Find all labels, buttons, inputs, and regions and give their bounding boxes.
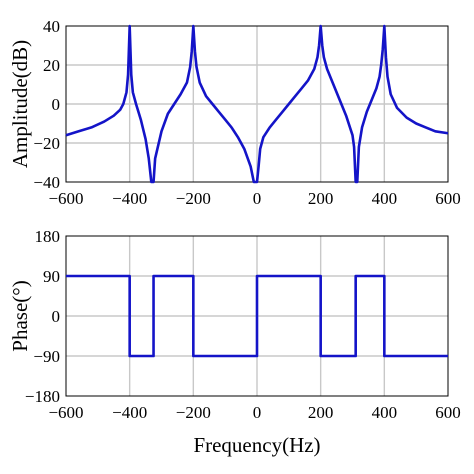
phase-x-tick-label: 600 xyxy=(435,403,461,422)
amplitude-y-axis-label: Amplitude(dB) xyxy=(8,40,32,168)
phase-x-tick-label: 0 xyxy=(253,403,262,422)
amplitude-x-tick-label: −400 xyxy=(112,189,147,208)
phase-x-tick-label: −600 xyxy=(48,403,83,422)
amplitude-grid xyxy=(66,26,448,182)
phase-x-ticks: −600 −400 −200 0 200 400 600 xyxy=(48,403,460,422)
phase-plot-frame xyxy=(65,235,449,397)
amplitude-y-tick-label: −40 xyxy=(33,173,60,192)
amplitude-x-ticks: −600 −400 −200 0 200 400 600 xyxy=(48,189,460,208)
amplitude-y-tick-label: 20 xyxy=(43,56,60,75)
amplitude-x-tick-label: 400 xyxy=(372,189,398,208)
phase-panel: −600 −400 −200 0 200 400 600 −180 −90 0 90 180 Pha… xyxy=(8,227,461,457)
amplitude-y-ticks: −40 −20 0 20 40 xyxy=(33,17,60,192)
phase-y-tick-label: 180 xyxy=(35,227,61,246)
amplitude-x-tick-label: 200 xyxy=(308,189,334,208)
phase-x-tick-label: 400 xyxy=(372,403,398,422)
frequency-x-axis-label: Frequency(Hz) xyxy=(193,433,320,457)
amplitude-y-tick-label: 40 xyxy=(43,17,60,36)
phase-y-tick-label: −180 xyxy=(25,387,60,406)
phase-y-tick-label: 0 xyxy=(52,307,61,326)
phase-y-axis-label: Phase(°) xyxy=(8,280,32,351)
amplitude-curve xyxy=(65,24,449,184)
amplitude-x-tick-label: −200 xyxy=(176,189,211,208)
phase-x-tick-label: 200 xyxy=(308,403,334,422)
phase-x-tick-label: −400 xyxy=(112,403,147,422)
phase-y-ticks: −180 −90 0 90 180 xyxy=(25,227,60,406)
phase-y-tick-label: 90 xyxy=(43,267,60,286)
amplitude-x-tick-label: −600 xyxy=(48,189,83,208)
phase-x-tick-label: −200 xyxy=(176,403,211,422)
amplitude-y-tick-label: 0 xyxy=(52,95,61,114)
amplitude-x-tick-label: 0 xyxy=(253,189,262,208)
phase-curve xyxy=(66,274,448,358)
phase-y-tick-label: −90 xyxy=(33,347,60,366)
amplitude-x-tick-label: 600 xyxy=(435,189,461,208)
amplitude-y-tick-label: −20 xyxy=(33,134,60,153)
